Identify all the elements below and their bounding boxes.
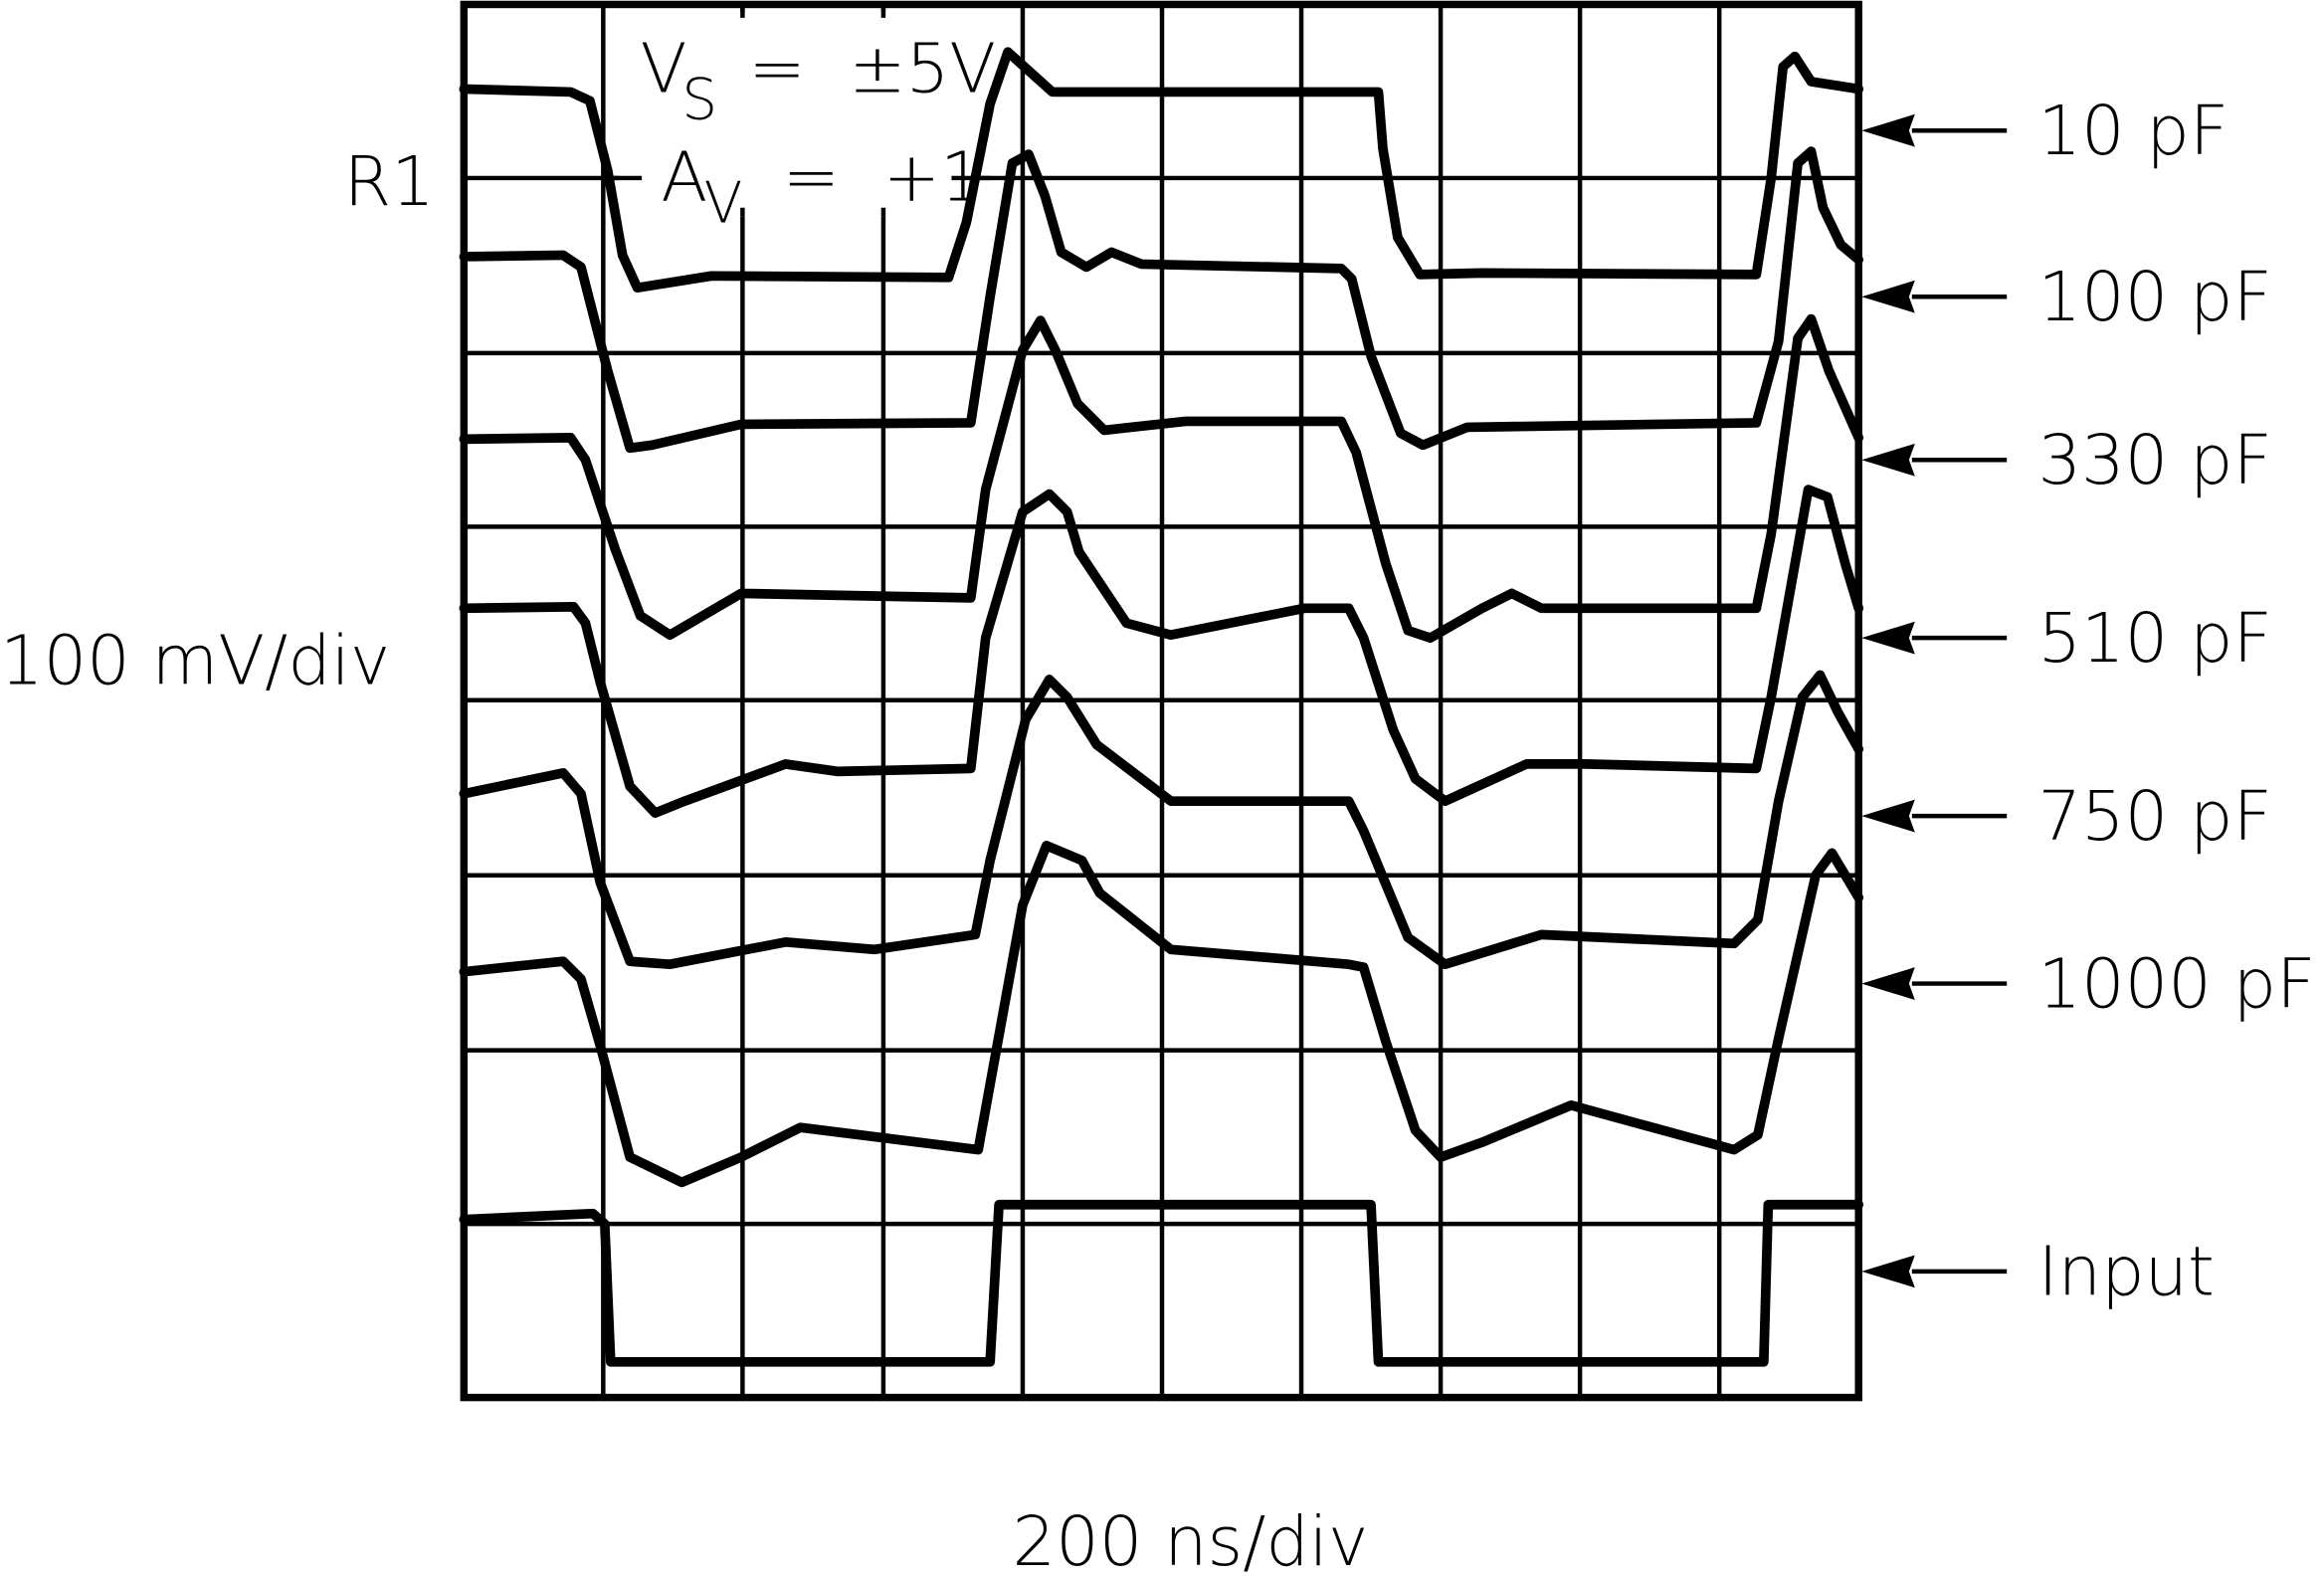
arrow-left-icon	[1861, 799, 1915, 833]
plot-frame	[460, 0, 1862, 1402]
trace-330pf	[459, 313, 1864, 644]
y-axis-label: 100 mV/div	[0, 621, 390, 700]
gain-value: = +1	[783, 137, 984, 217]
r1-label: R1	[344, 142, 435, 222]
legend-item-input: Input	[1861, 1233, 2215, 1312]
arrow-left-icon	[1861, 280, 1915, 313]
legend-item-750pf: 750 pF	[1861, 777, 2272, 857]
grid	[464, 4, 1859, 1398]
legend-item-330pf: 330 pF	[1861, 421, 2272, 500]
trace-input	[459, 1199, 1864, 1367]
supply-v: V	[641, 29, 687, 108]
gain-a: A	[661, 137, 707, 217]
legend-label-input: Input	[2037, 1233, 2214, 1312]
legend-label-1000pf: 1000 pF	[2037, 944, 2315, 1024]
legend-item-510pf: 510 pF	[1861, 599, 2272, 679]
legend-label-10pf: 10 pF	[2037, 92, 2228, 171]
trace-1000pf	[459, 841, 1864, 1188]
supply-sub: S	[681, 67, 717, 132]
legend-item-10pf: 10 pF	[1861, 92, 2228, 171]
supply-annotation: V S = ±5V	[641, 29, 997, 132]
legend-item-1000pf: 1000 pF	[1861, 944, 2316, 1024]
x-axis-label: 200 ns/div	[1013, 1502, 1369, 1577]
trace-10pf	[459, 47, 1864, 294]
legend-label-100pf: 100 pF	[2037, 258, 2271, 337]
trace-100pf	[459, 146, 1864, 454]
gain-annotation: A V = +1	[661, 137, 983, 236]
arrow-left-icon	[1861, 967, 1915, 1000]
legend-item-100pf: 100 pF	[1861, 258, 2272, 337]
trace-510pf	[459, 485, 1864, 818]
traces	[459, 47, 1864, 1367]
annotation-box	[619, 11, 973, 217]
gain-sub: V	[704, 171, 743, 237]
arrow-left-icon	[1861, 1255, 1915, 1288]
supply-value: = ±5V	[748, 29, 996, 108]
arrow-left-icon	[1861, 621, 1915, 655]
legend-label-330pf: 330 pF	[2037, 421, 2271, 500]
legend-label-750pf: 750 pF	[2037, 777, 2271, 857]
arrow-left-icon	[1861, 443, 1915, 477]
trace-750pf	[459, 670, 1864, 970]
legend: 10 pF 100 pF 330 pF 510 pF 750 pF 1000 p…	[1861, 92, 2316, 1312]
arrow-left-icon	[1861, 113, 1915, 147]
legend-label-510pf: 510 pF	[2037, 599, 2271, 679]
